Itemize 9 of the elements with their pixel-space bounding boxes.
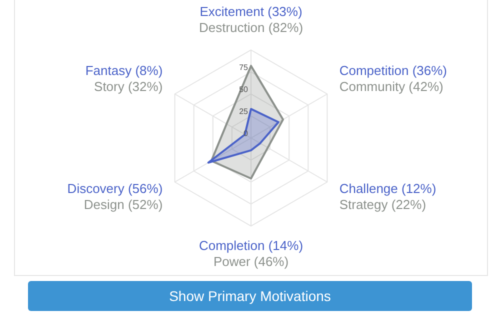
spoke-label: Excitement (33%) Destruction (82%) — [198, 4, 304, 35]
spoke-label: Competition (36%) Community (42%) — [339, 63, 447, 94]
text: Show Primary Motivations — [28, 281, 472, 311]
y-tick-label: 75 — [239, 63, 249, 72]
spoke-label: Challenge (12%) Strategy (22%) — [339, 181, 436, 212]
y-tick-label: 25 — [239, 107, 249, 116]
spoke-label: Fantasy (8%) Story (32%) — [85, 63, 163, 94]
spoke-label: Completion (14%) Power (46%) — [198, 238, 304, 269]
spoke-label: Discovery (56%) Design (52%) — [67, 181, 163, 212]
